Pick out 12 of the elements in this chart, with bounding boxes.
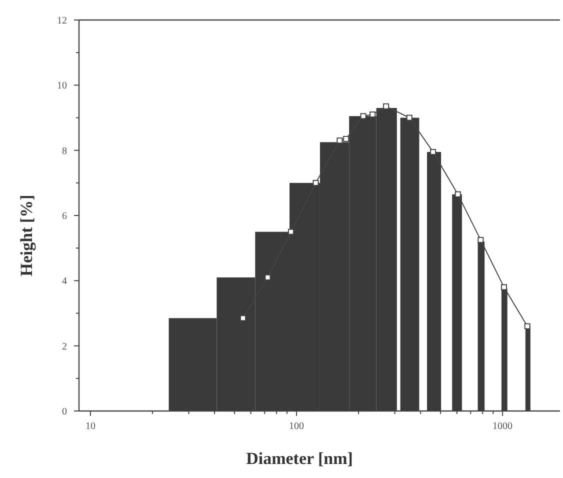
y-tick-label: 6 [62, 211, 67, 222]
y-tick-label: 0 [62, 406, 67, 418]
y-tick-label: 4 [62, 276, 67, 288]
x-tick-label: 1000 [492, 421, 513, 432]
y-tick-label: 2 [62, 341, 67, 352]
y-axis-title: Height [%] [17, 194, 36, 276]
y-tick-label: 8 [62, 146, 67, 157]
x-tick-label: 100 [289, 421, 304, 432]
x-tick-label: 10 [85, 421, 96, 432]
x-axis-title: Diameter [nm] [246, 449, 353, 468]
y-tick-label: 12 [57, 16, 67, 26]
y-tick-label: 10 [57, 80, 67, 92]
